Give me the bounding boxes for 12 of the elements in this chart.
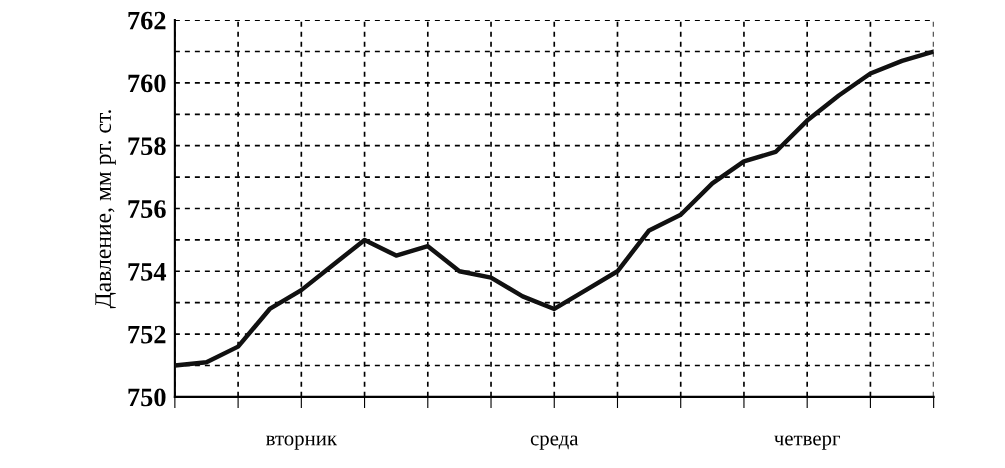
x-tick-label: среда — [530, 435, 579, 450]
y-tick-label: 756 — [128, 200, 166, 218]
line-series — [174, 49, 934, 368]
x-tick-label: вторник — [266, 435, 338, 450]
x-tick-label: четверг — [774, 435, 841, 450]
y-tick-label: 762 — [128, 11, 166, 30]
y-tick-label: 754 — [128, 263, 167, 281]
y-tick-label: 752 — [128, 325, 166, 344]
y-tick-label: 760 — [128, 74, 166, 93]
y-axis-title: Давление, мм рт. ст. — [95, 110, 116, 309]
y-tick-label: 750 — [128, 388, 166, 407]
y-tick-label: 758 — [128, 137, 166, 156]
